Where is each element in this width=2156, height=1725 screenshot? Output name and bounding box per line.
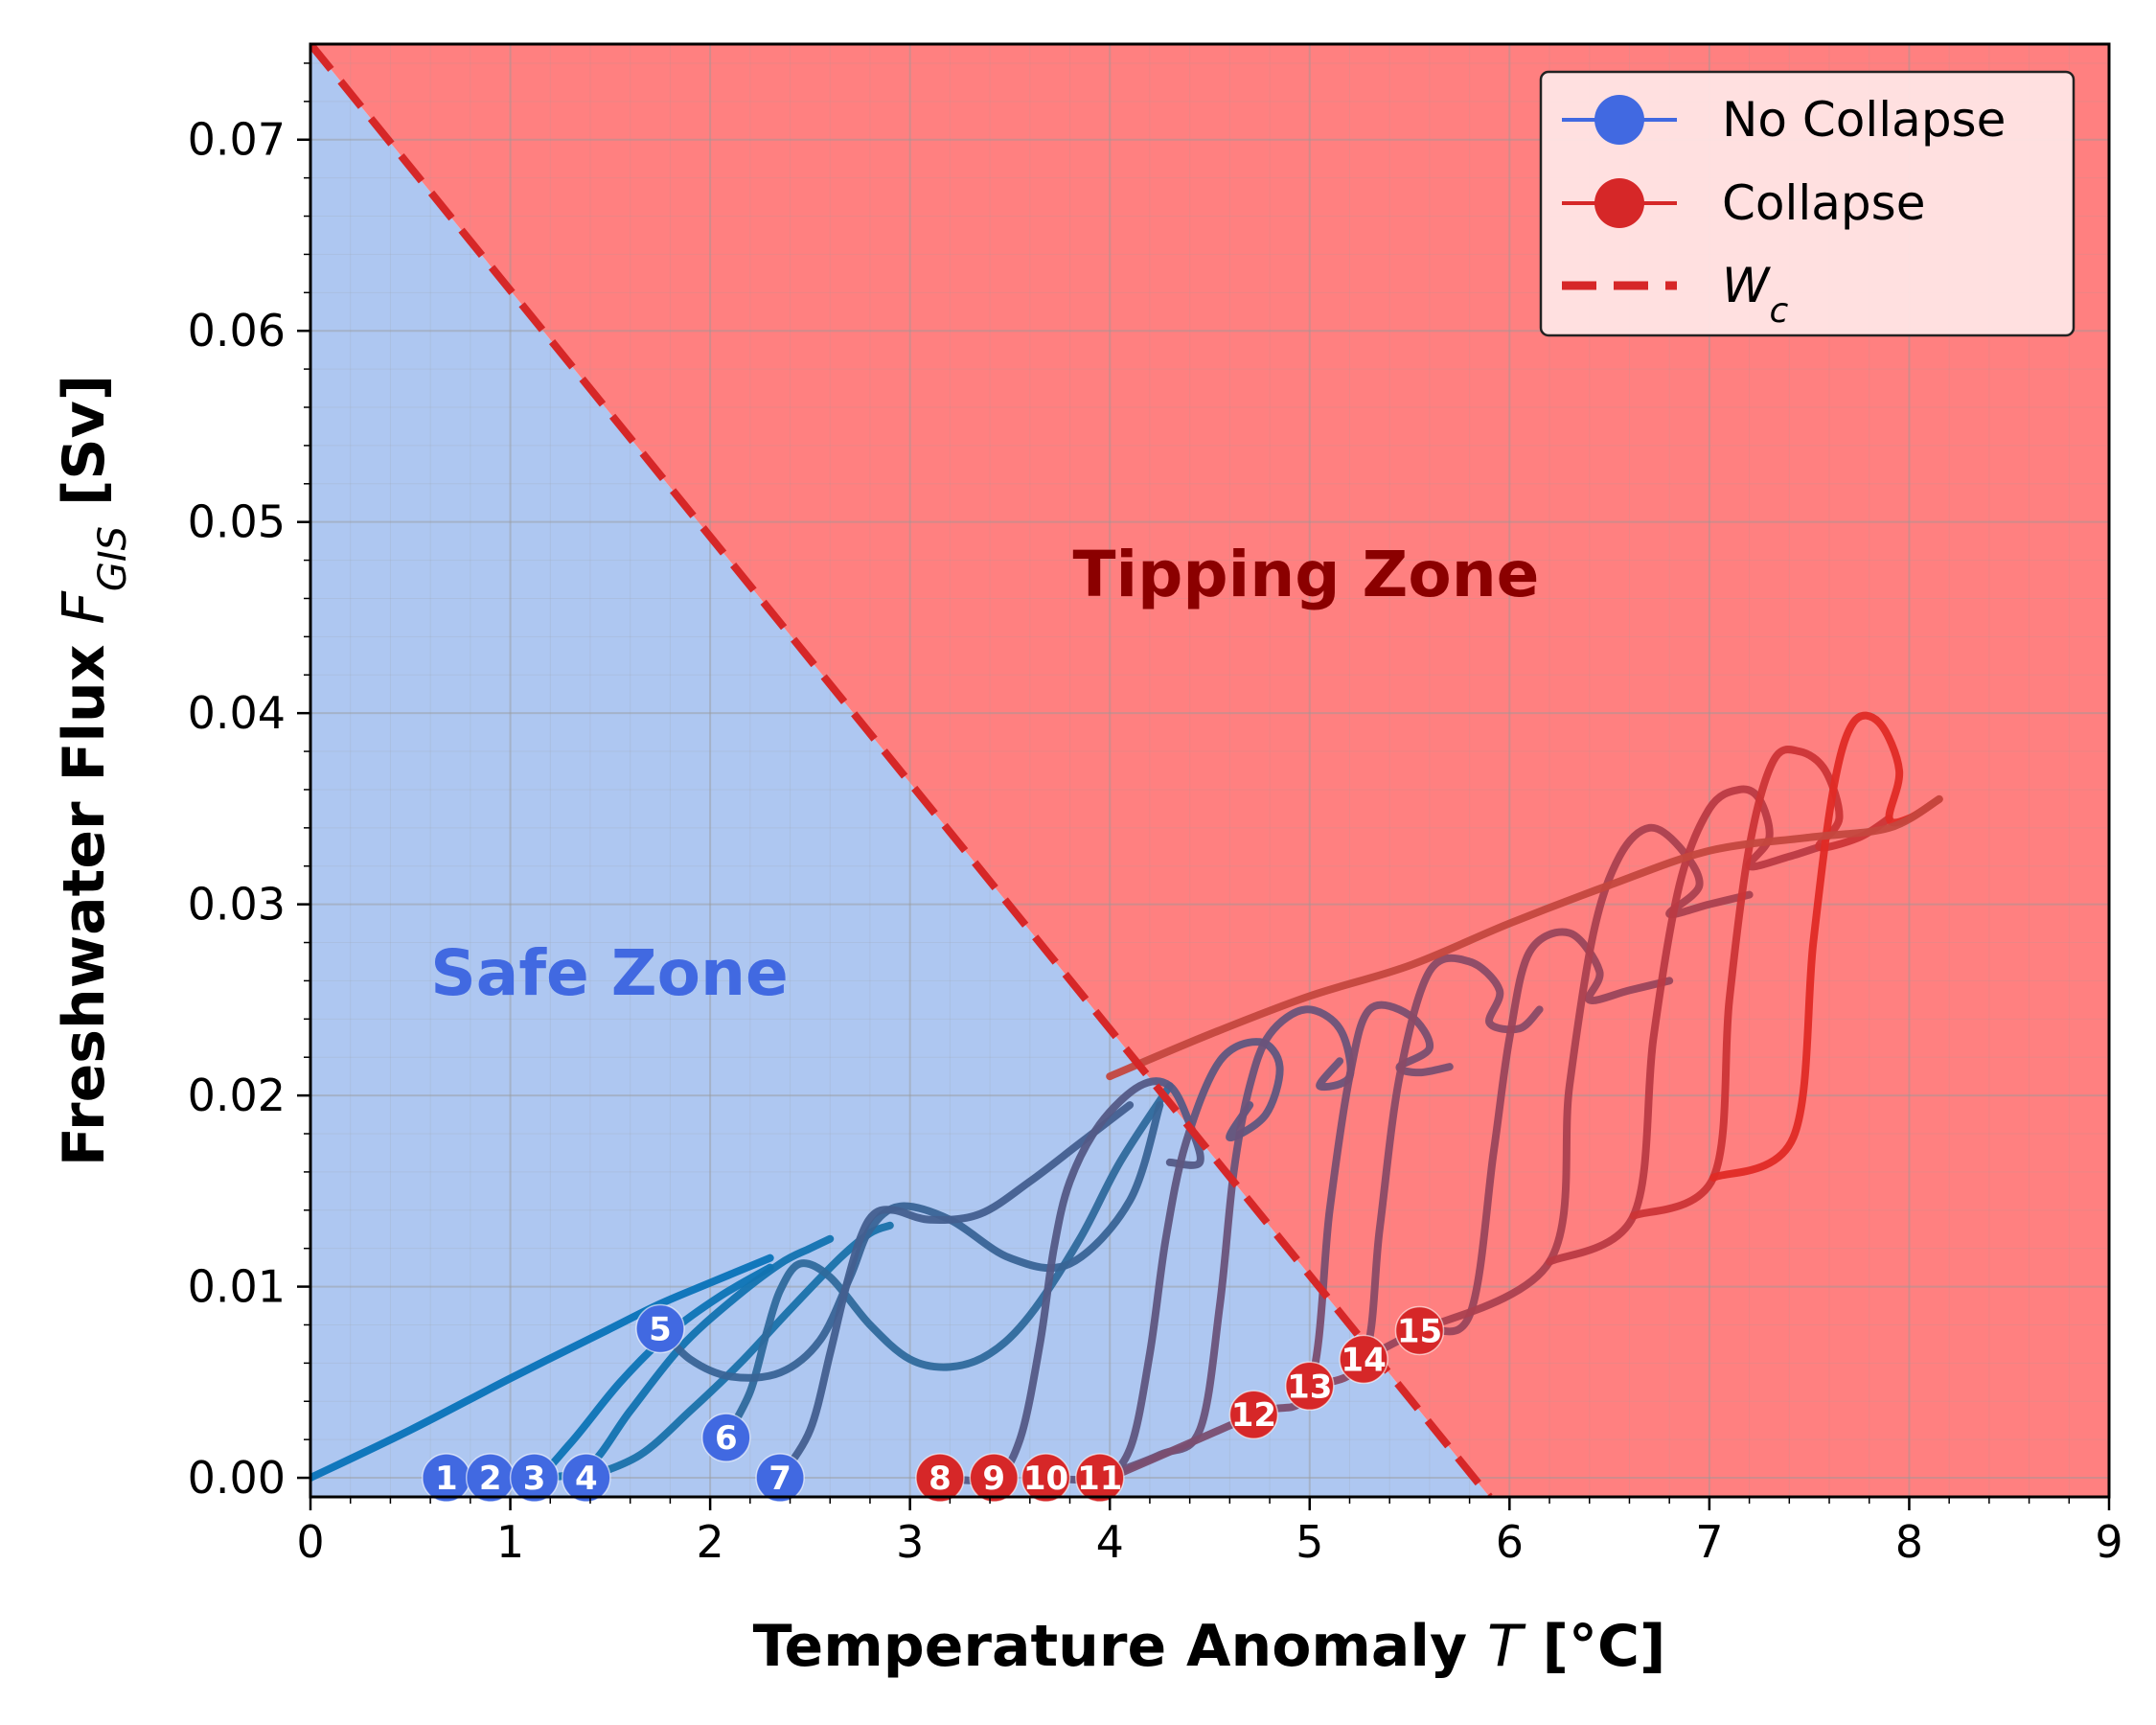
- start-point-label: 10: [1023, 1460, 1068, 1498]
- trajectory-line: [1709, 711, 1943, 1182]
- legend-threshold-label: Wc: [1722, 258, 1788, 331]
- start-point-marker: [1021, 1453, 1071, 1503]
- y-tick-label: 0.06: [188, 305, 286, 356]
- legend: No Collapse Collapse Wc: [1539, 70, 2076, 337]
- legend-no-collapse-marker: [1594, 95, 1644, 145]
- plot-frame: [309, 42, 2111, 1499]
- x-tick-label: 8: [1895, 1516, 1923, 1568]
- legend-collapse-label: Collapse: [1722, 175, 1925, 231]
- trajectory-line: [776, 1101, 1135, 1483]
- y-tick-label: 0.01: [188, 1261, 286, 1313]
- legend-collapse-marker: [1594, 178, 1644, 228]
- start-point-marker: [915, 1453, 965, 1503]
- y-axis-title: Freshwater Flux FGIS [Sv]: [51, 375, 135, 1166]
- start-point-label: 9: [982, 1460, 1005, 1498]
- start-point-label: 1: [435, 1460, 458, 1498]
- y-tick-label: 0.03: [188, 879, 286, 931]
- y-tick-label: 0.00: [188, 1452, 286, 1504]
- start-point-label: 13: [1287, 1368, 1332, 1406]
- start-point-label: 11: [1077, 1460, 1122, 1498]
- trajectory-line: [1360, 928, 1674, 1364]
- trajectory-line: [1305, 954, 1544, 1391]
- tipping-zone-label: Tipping Zone: [1073, 538, 1540, 611]
- start-point-marker: [755, 1453, 805, 1503]
- start-point-marker: [969, 1453, 1020, 1503]
- trajectory-line: [655, 1101, 1164, 1382]
- start-point-marker: [635, 1303, 685, 1354]
- y-tick-label: 0.07: [188, 114, 286, 166]
- start-point-label: 12: [1231, 1396, 1276, 1435]
- x-tick-label: 1: [496, 1516, 524, 1568]
- x-tick-label: 7: [1695, 1516, 1723, 1568]
- x-tick-label: 0: [296, 1516, 324, 1568]
- threshold-wc-line: [310, 44, 1493, 1497]
- trajectory-line: [1629, 746, 1893, 1220]
- tipping-zone-region: [310, 44, 2109, 1497]
- y-tick-label: 0.04: [188, 687, 286, 739]
- start-point-label: 3: [523, 1460, 546, 1498]
- x-tick-label: 9: [2095, 1516, 2122, 1568]
- x-tick-label: 5: [1296, 1516, 1323, 1568]
- start-point-marker: [509, 1453, 560, 1503]
- start-point-marker: [1075, 1453, 1125, 1503]
- x-tick-label: 4: [1096, 1516, 1124, 1568]
- trajectory-line: [310, 1254, 774, 1483]
- start-point-marker: [1285, 1361, 1335, 1412]
- x-tick-label: 2: [696, 1516, 723, 1568]
- x-axis-title: Temperature Anomaly T [°C]: [753, 1613, 1666, 1680]
- start-point-marker: [1228, 1390, 1279, 1439]
- trajectory-line: [722, 1082, 1174, 1442]
- start-point-marker: [701, 1413, 751, 1462]
- trajectory-line: [1106, 794, 1943, 1081]
- trajectory-line: [1042, 1038, 1284, 1484]
- start-point-label: 4: [575, 1460, 598, 1498]
- legend-no-collapse-label: No Collapse: [1722, 92, 2006, 148]
- legend-box: [1539, 70, 2076, 337]
- start-point-marker: [1339, 1334, 1388, 1385]
- start-point-label: 5: [649, 1310, 672, 1348]
- x-tick-label: 6: [1496, 1516, 1524, 1568]
- y-tick-label: 0.05: [188, 496, 286, 548]
- y-tick-label: 0.02: [188, 1070, 286, 1121]
- x-tick-label: 3: [896, 1516, 924, 1568]
- start-point-label: 6: [715, 1419, 738, 1458]
- start-point-label: 8: [929, 1460, 952, 1498]
- start-point-label: 2: [479, 1460, 502, 1498]
- safe-zone-label: Safe Zone: [430, 936, 788, 1010]
- start-point-label: 7: [768, 1460, 791, 1498]
- start-point-label: 15: [1397, 1312, 1442, 1350]
- start-point-label: 14: [1341, 1341, 1386, 1379]
- start-point-marker: [1394, 1305, 1445, 1356]
- start-point-marker: [562, 1453, 611, 1503]
